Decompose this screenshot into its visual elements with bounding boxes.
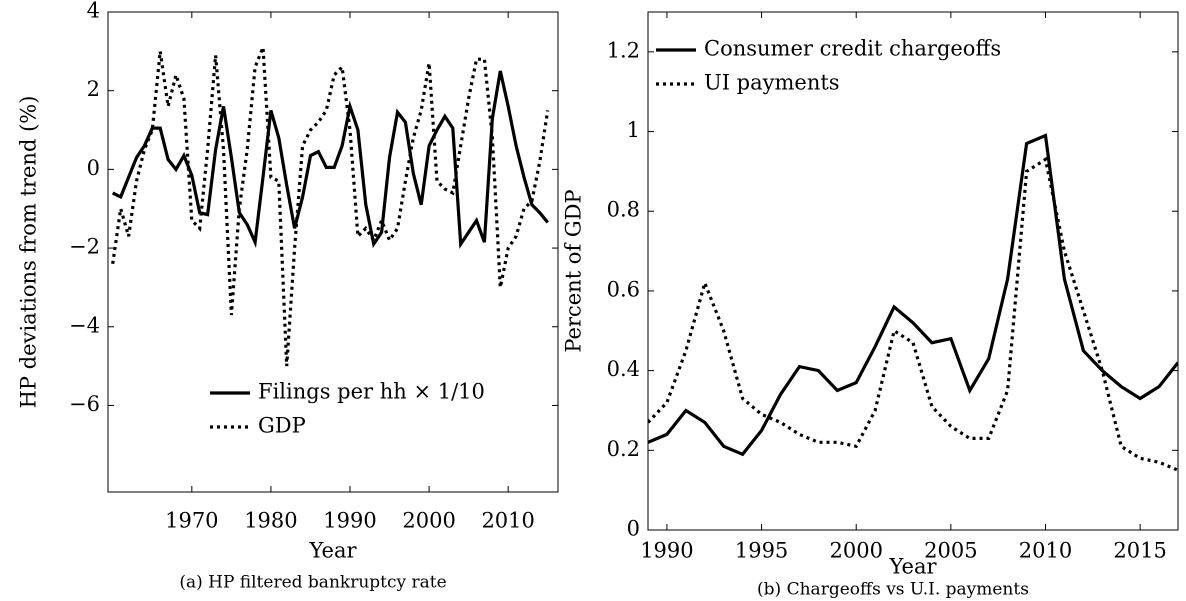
y-tick-label: 0.8 xyxy=(607,198,640,222)
x-tick-label: 2015 xyxy=(1113,539,1166,563)
series-line xyxy=(648,156,1178,472)
y-axis-label: Percent of GDP xyxy=(562,189,586,352)
legend-label: Filings per hh × 1/10 xyxy=(258,380,485,404)
y-tick-label: 4 xyxy=(87,0,100,23)
legend-label: UI payments xyxy=(704,71,840,95)
x-axis-label: Year xyxy=(888,555,937,579)
caption: (b) Chargeoffs vs U.I. payments xyxy=(757,580,1029,600)
x-tick-label: 1990 xyxy=(323,509,376,533)
y-tick-label: 1.2 xyxy=(607,38,640,62)
series-line xyxy=(111,46,550,367)
y-tick-label: 0.2 xyxy=(607,437,640,461)
x-tick-label: 1970 xyxy=(165,509,218,533)
x-tick-label: 1995 xyxy=(735,539,788,563)
y-tick-label: −6 xyxy=(69,392,100,416)
y-tick-label: 0 xyxy=(87,156,100,180)
series-line xyxy=(111,70,549,249)
y-tick-label: 0.6 xyxy=(607,277,640,301)
legend-label: Consumer credit chargeoffs xyxy=(704,37,1001,61)
y-tick-label: −2 xyxy=(69,235,100,259)
series-line xyxy=(648,133,1178,457)
x-tick-label: 2005 xyxy=(924,539,977,563)
x-tick-label: 1980 xyxy=(244,509,297,533)
plot-frame xyxy=(107,11,559,493)
y-tick-label: 1 xyxy=(627,118,640,142)
plot-frame xyxy=(647,11,1179,531)
y-tick-label: 0 xyxy=(627,517,640,541)
y-tick-label: −4 xyxy=(69,313,100,337)
x-axis-label: Year xyxy=(308,539,357,563)
x-tick-label: 1990 xyxy=(640,539,693,563)
y-tick-label: 0.4 xyxy=(607,357,640,381)
y-axis-label: HP deviations from trend (%) xyxy=(17,96,41,409)
x-tick-label: 2000 xyxy=(402,509,455,533)
x-tick-label: 2010 xyxy=(481,509,534,533)
legend-label: GDP xyxy=(258,414,306,438)
x-tick-label: 2010 xyxy=(1019,539,1072,563)
y-tick-label: 2 xyxy=(87,77,100,101)
caption: (a) HP filtered bankruptcy rate xyxy=(179,573,446,593)
x-tick-label: 2000 xyxy=(829,539,882,563)
